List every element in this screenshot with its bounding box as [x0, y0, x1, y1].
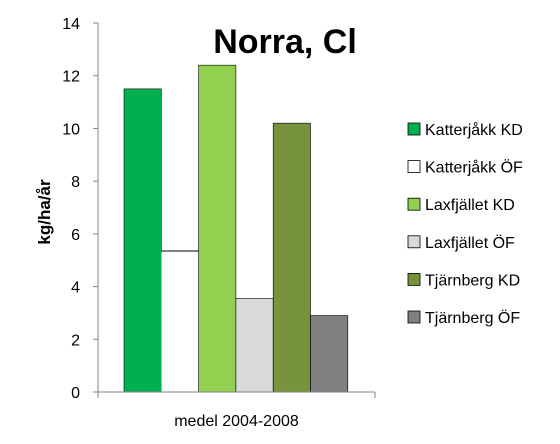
y-tick-label: 14: [62, 16, 80, 33]
bars: [123, 64, 349, 393]
legend-swatch: [407, 272, 421, 286]
legend-label: Tjärnberg ÖF: [425, 309, 520, 327]
y-tick-label: 12: [62, 69, 80, 86]
bar-katterjåkk-öf: [161, 250, 199, 392]
y-tick-label: 10: [62, 121, 80, 138]
legend-label: Katterjåkk ÖF: [425, 159, 523, 177]
y-tick-label: 0: [71, 385, 80, 402]
x-tick-label: medel 2004-2008: [174, 413, 299, 430]
legend-label: Tjärnberg KD: [425, 272, 520, 289]
legend-swatch: [407, 197, 421, 211]
bar-tjärnberg-öf: [310, 315, 349, 393]
y-tick-label: 2: [71, 332, 80, 349]
legend-label: Laxfjället ÖF: [425, 234, 515, 252]
legend: Katterjåkk KD Katterjåkk ÖF Laxfjället KD L…: [407, 121, 523, 327]
legend-label: Katterjåkk KD: [425, 121, 523, 139]
chart-title: Norra, Cl: [213, 23, 357, 61]
y-tick-label: 8: [71, 174, 80, 191]
bar-katterjåkk-kd: [123, 88, 162, 393]
y-tick-label: 4: [71, 280, 80, 297]
legend-swatch: [407, 160, 421, 174]
legend-label: Laxfjället KD: [425, 197, 515, 214]
legend-swatch: [407, 310, 421, 324]
y-tick-label: 6: [71, 227, 80, 244]
bar-laxfjället-öf: [235, 298, 274, 393]
legend-swatch: [407, 235, 421, 249]
bar-tjärnberg-kd: [272, 122, 311, 393]
legend-swatch: [407, 122, 421, 136]
y-axis: 0 2 4 6 8 10 12 14: [62, 16, 99, 402]
bar-laxfjället-kd: [198, 64, 237, 393]
x-axis: medel 2004-2008: [97, 391, 376, 430]
y-axis-label: kg/ha/år: [35, 179, 54, 245]
